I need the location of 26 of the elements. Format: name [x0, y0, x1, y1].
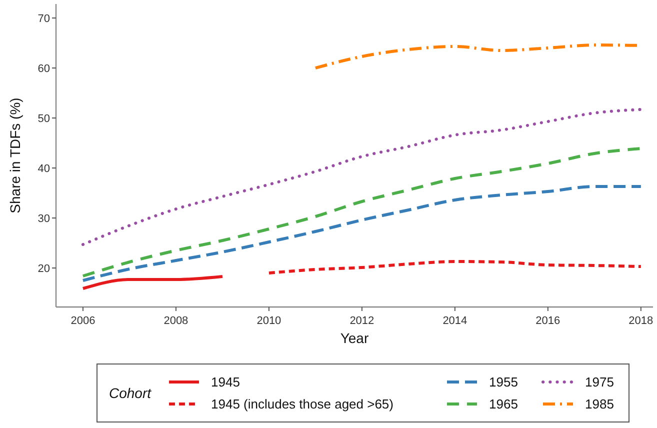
- legend-label: 1945 (includes those aged >65): [211, 396, 394, 412]
- legend-label: 1985: [585, 396, 614, 412]
- legend-title: Cohort: [109, 384, 152, 401]
- x-tick-label: 2016: [536, 315, 560, 327]
- x-tick-label: 2008: [164, 315, 188, 327]
- line-series: [81, 147, 642, 278]
- x-tick-label: 2018: [628, 315, 654, 327]
- y-tick-label: 50: [38, 112, 50, 125]
- y-tick-label: 40: [38, 162, 50, 175]
- y-tick-label: 60: [38, 62, 50, 75]
- line-series: [267, 260, 642, 274]
- legend-label: 1945: [211, 374, 240, 390]
- y-tick-label: 30: [38, 212, 50, 225]
- line-series: [81, 185, 642, 282]
- legend-label: 1975: [585, 374, 614, 390]
- y-axis-title: Share in TDFs (%): [7, 98, 23, 214]
- line-series: [81, 108, 642, 246]
- y-tick-label: 70: [38, 12, 50, 25]
- y-tick-label: 20: [38, 262, 50, 275]
- x-tick-label: 2014: [442, 315, 468, 327]
- x-axis-title: Year: [340, 330, 369, 346]
- legend-label: 1965: [489, 396, 518, 412]
- x-tick-label: 2012: [350, 315, 374, 327]
- x-tick-label: 2010: [256, 315, 282, 327]
- x-tick-label: 2006: [70, 315, 96, 327]
- legend-label: 1955: [489, 374, 518, 390]
